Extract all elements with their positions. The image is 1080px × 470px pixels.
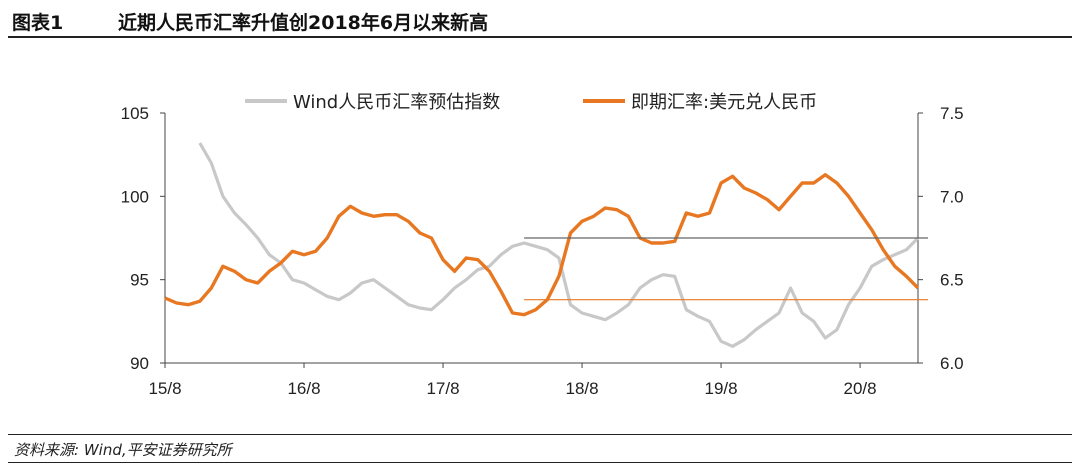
chart-title: 近期人民币汇率升值创2018年6月以来新高 [118,12,489,34]
right-axis-tick-label: 7.0 [940,187,964,206]
series-line-index [198,142,920,348]
left-axis-tick-label: 100 [121,187,149,206]
legend-label: Wind人民币汇率预估指数 [293,92,500,113]
left-axis-tick-label: 105 [121,104,149,123]
left-axis-tick-label: 90 [130,354,149,373]
right-axis-tick-label: 6.5 [940,271,964,290]
x-axis-tick-label: 15/8 [148,379,181,398]
x-axis-tick-label: 20/8 [844,379,877,398]
x-axis-tick-label: 19/8 [705,379,738,398]
footer-bottom-rule [8,462,1072,463]
right-axis-tick-label: 7.5 [940,104,964,123]
source-note: 资料来源: Wind,平安证券研究所 [14,441,232,459]
x-axis-tick-label: 17/8 [426,379,459,398]
x-axis-tick-label: 16/8 [287,379,320,398]
legend-label: 即期汇率:美元兑人民币 [631,92,817,113]
x-axis-tick-label: 18/8 [565,379,598,398]
figure-label: 图表1 [12,12,64,34]
figure-header: 图表1 近期人民币汇率升值创2018年6月以来新高 [8,4,1072,38]
right-axis-tick-label: 6.0 [940,354,964,373]
footer-top-rule [8,434,1072,435]
line-chart: 90 95 100 105 6.0 6.5 7.0 7.5 15/8 16/8 17/8 18/8 19… [121,92,964,398]
series-line-fx [164,172,920,317]
left-axis-tick-label: 95 [130,271,149,290]
